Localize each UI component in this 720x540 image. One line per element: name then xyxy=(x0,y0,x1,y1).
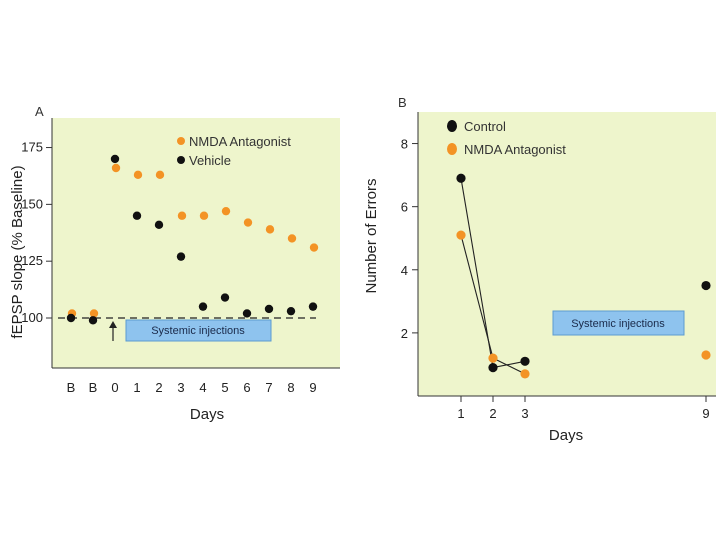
legend-control-label: Control xyxy=(464,119,506,134)
legend-vehicle-label: Vehicle xyxy=(189,153,231,168)
panel-b-injection-label: Systemic injections xyxy=(571,318,665,330)
vehicle-point xyxy=(132,211,142,220)
panel-a-x-tick-label: B xyxy=(67,380,76,395)
legend-nmda-label: NMDA Antagonist xyxy=(189,134,291,149)
vehicle-point xyxy=(220,293,230,302)
vehicle-point xyxy=(88,316,98,325)
vehicle-point xyxy=(154,220,164,230)
panel-a-y-tick-label: 175 xyxy=(21,140,43,155)
panel-b-y-tick-label: 2 xyxy=(401,326,408,341)
injection-arrowhead-icon xyxy=(109,321,117,328)
nmda-point xyxy=(265,225,275,234)
vehicle-point xyxy=(264,304,274,314)
panel-a-y-tick-label: 125 xyxy=(21,253,43,268)
panel-a-x-tick-label: 0 xyxy=(111,380,118,395)
panel-a: A fEPSP slope (% Baseline) Days Systemic… xyxy=(9,104,340,423)
panel-b-x-tick-label: 1 xyxy=(457,406,464,421)
panel-a-x-tick-label: 1 xyxy=(133,380,140,395)
nmda-point xyxy=(111,163,121,173)
legend-nmda-b-marker xyxy=(447,143,457,155)
panel-b-y-tick-label: 6 xyxy=(401,200,408,215)
panel-a-label: A xyxy=(35,104,44,119)
panel-a-injection-box xyxy=(125,319,272,342)
panel-b-label: B xyxy=(398,95,407,110)
panel-b-y-tick-label: 8 xyxy=(401,137,408,152)
panel-a-x-tick-label: 5 xyxy=(221,380,228,395)
panel-a-y-tick-label: 150 xyxy=(21,196,43,211)
nmda-point xyxy=(155,170,165,180)
panel-b-x-tick-label: 2 xyxy=(489,406,496,421)
control-point xyxy=(520,356,530,366)
panel-b-x-tick-label: 9 xyxy=(702,406,709,421)
nmda-point xyxy=(287,234,297,243)
nmda-point xyxy=(456,230,466,240)
panel-a-y-tick-label: 100 xyxy=(21,310,43,325)
panel-a-x-tick-label: 3 xyxy=(177,380,184,395)
legend-nmda-marker xyxy=(177,137,185,145)
panel-a-x-tick-label: B xyxy=(89,380,98,395)
vehicle-point xyxy=(198,302,208,311)
legend-nmda-b-label: NMDA Antagonist xyxy=(464,142,566,157)
nmda-point xyxy=(177,211,187,220)
nmda-point xyxy=(243,218,253,227)
panel-b: B Number of Errors Days Systemic injecti… xyxy=(363,95,716,444)
panel-a-x-tick-label: 4 xyxy=(199,380,206,395)
legend-vehicle-marker xyxy=(177,156,185,164)
panel-a-x-tick-label: 2 xyxy=(155,380,162,395)
legend-control-marker xyxy=(447,120,457,132)
panel-a-y-label: fEPSP slope (% Baseline) xyxy=(9,165,26,338)
control-point xyxy=(701,280,711,291)
panel-b-plot-area xyxy=(418,112,716,396)
nmda-point xyxy=(221,206,231,216)
vehicle-point xyxy=(110,154,120,164)
vehicle-point xyxy=(176,252,186,261)
nmda-point xyxy=(520,369,530,379)
vehicle-point xyxy=(242,309,252,318)
vehicle-point xyxy=(66,313,76,323)
nmda-point xyxy=(488,353,498,363)
control-point xyxy=(488,363,498,373)
nmda-point xyxy=(133,170,143,180)
control-point xyxy=(456,173,466,183)
nmda-point xyxy=(701,350,711,360)
panel-a-x-tick-label: 7 xyxy=(265,380,272,395)
nmda-point xyxy=(89,309,99,318)
vehicle-point xyxy=(286,306,296,316)
panel-b-y-tick-label: 4 xyxy=(401,263,408,278)
panel-a-x-tick-label: 6 xyxy=(243,380,250,395)
panel-b-injection-box xyxy=(552,310,685,336)
panel-a-injection-label: Systemic injections xyxy=(151,325,245,337)
panel-a-x-label: Days xyxy=(190,406,224,423)
nmda-point xyxy=(309,243,319,252)
panel-b-x-tick-label: 3 xyxy=(521,406,528,421)
panel-b-x-label: Days xyxy=(549,427,583,444)
vehicle-point xyxy=(308,302,318,311)
panel-a-x-tick-label: 9 xyxy=(309,380,316,395)
panel-b-y-label: Number of Errors xyxy=(363,178,380,293)
nmda-point xyxy=(199,211,209,220)
panel-a-x-tick-label: 8 xyxy=(287,380,294,395)
